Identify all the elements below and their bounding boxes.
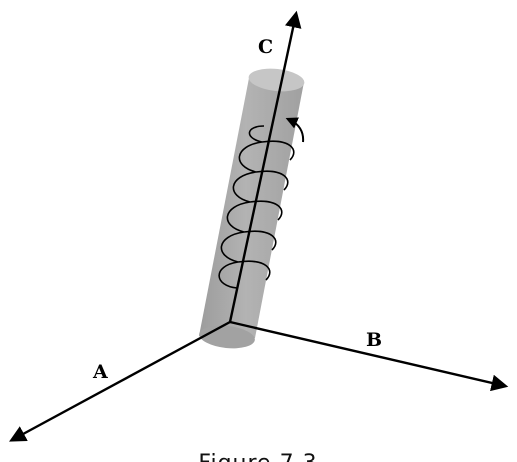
cylinder xyxy=(199,68,305,349)
axis-a xyxy=(9,320,231,442)
figure-caption: Figure 7.3 xyxy=(198,451,317,462)
helix-icon xyxy=(218,125,295,289)
axis-label-a: A xyxy=(92,361,108,383)
axis-c xyxy=(228,10,302,323)
rotation-arrow-icon xyxy=(285,117,305,143)
axis-b xyxy=(229,320,509,392)
axis-label-c: C xyxy=(258,36,273,58)
axis-label-b: B xyxy=(366,329,382,351)
